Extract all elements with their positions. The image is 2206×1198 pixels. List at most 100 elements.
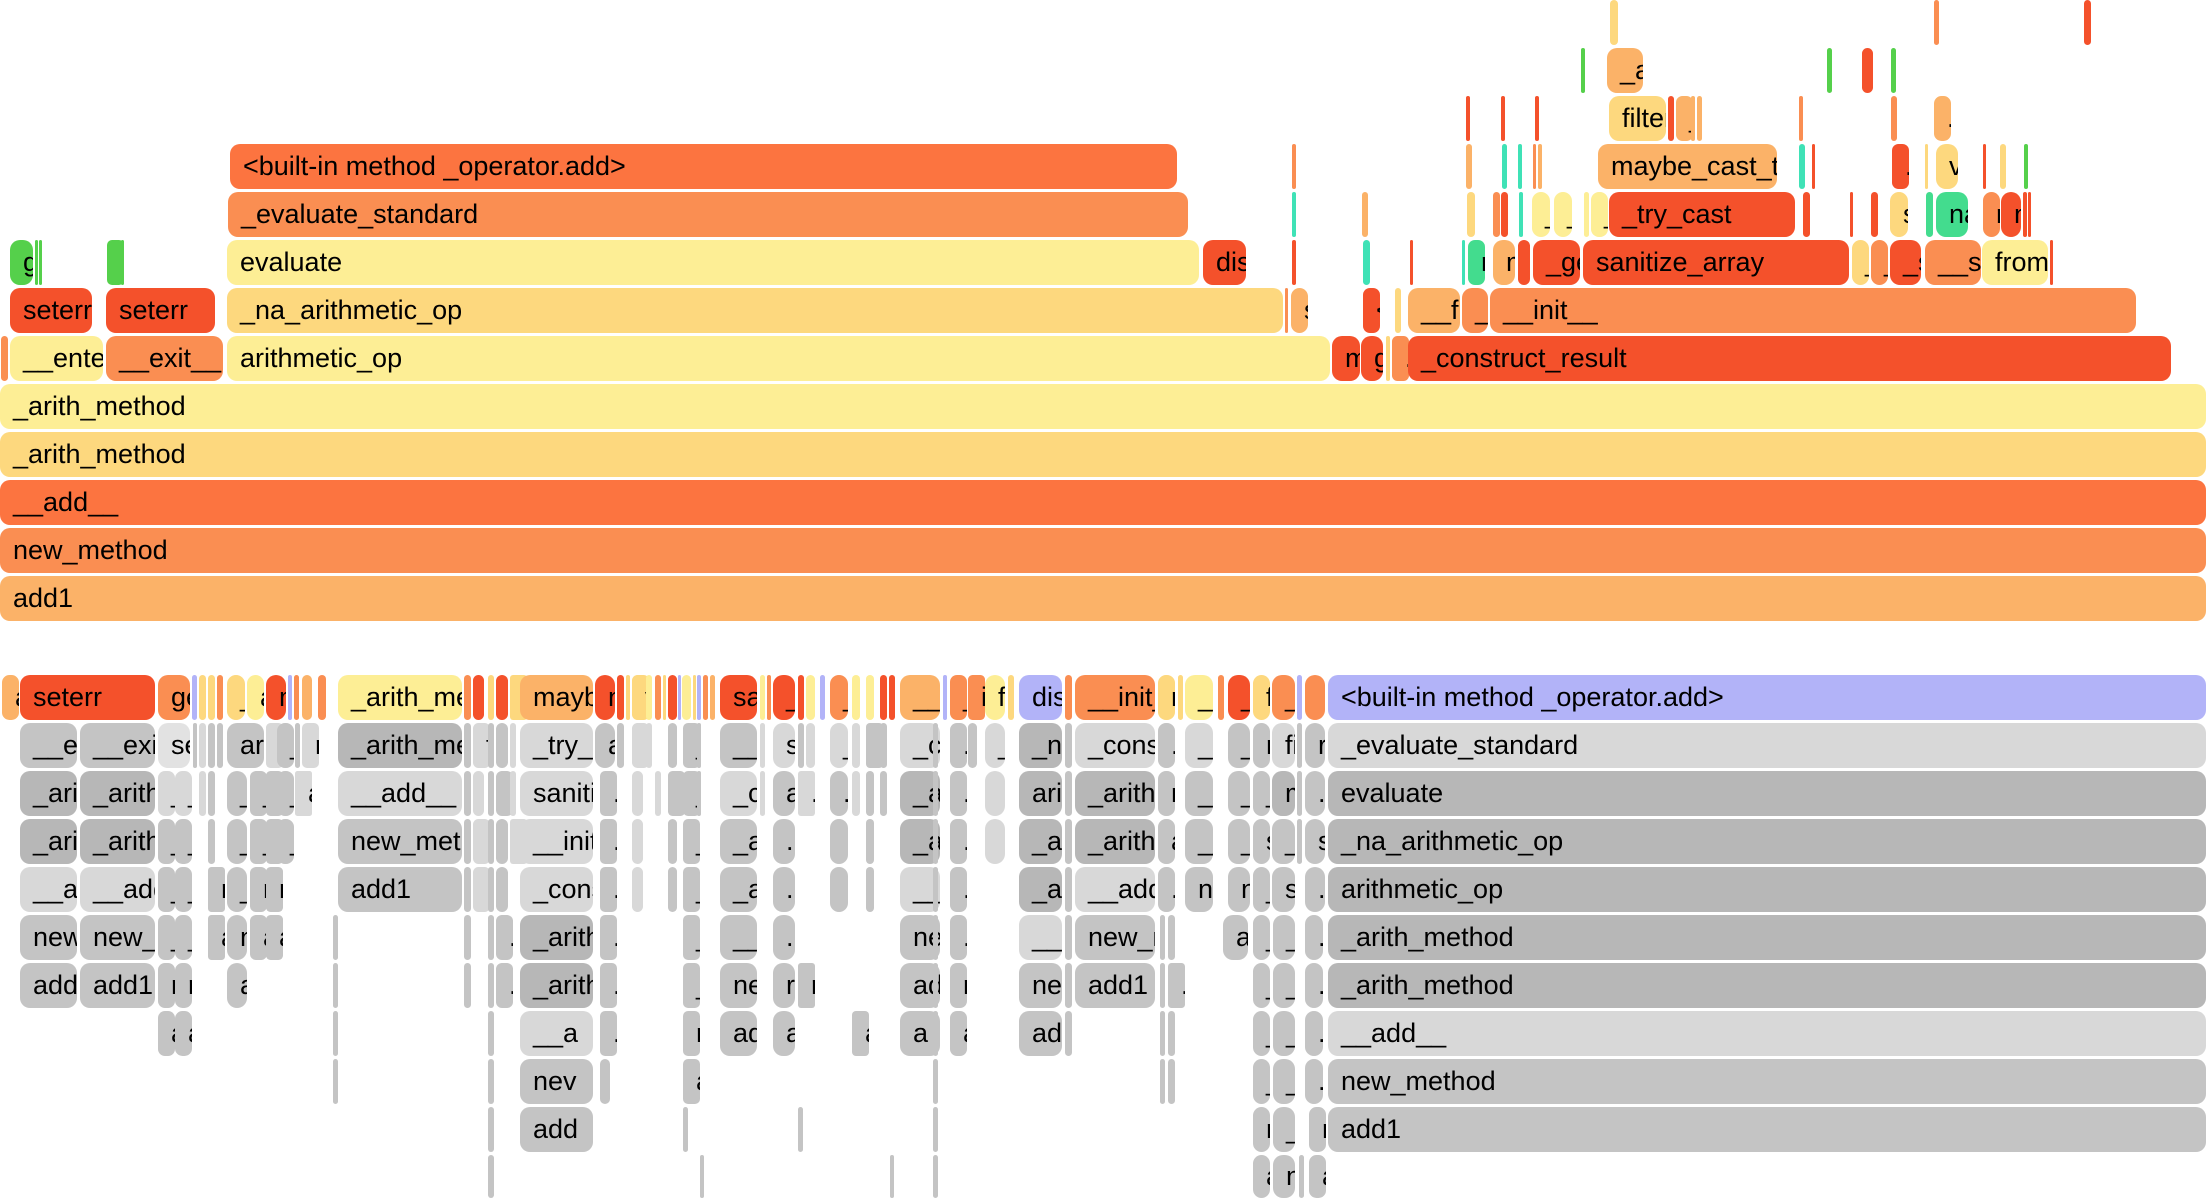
frame-sliver[interactable]: [933, 819, 938, 864]
frame-sliver[interactable]: [1160, 915, 1165, 960]
frame-r[interactable]: r: [1305, 723, 1325, 768]
frame-sliver[interactable]: [697, 723, 701, 768]
frame-.[interactable]: .: [950, 867, 967, 912]
frame-sliver[interactable]: [933, 1011, 938, 1056]
frame-sliver[interactable]: [760, 675, 765, 720]
frame-sliver[interactable]: [1292, 192, 1296, 237]
frame-sliver[interactable]: [1501, 96, 1505, 141]
frame-new_method[interactable]: new_method: [0, 528, 2206, 573]
frame-sliver[interactable]: [1538, 144, 1542, 189]
frame-n[interactable]: n: [250, 867, 267, 912]
frame-_arith_me[interactable]: _arith_me: [338, 675, 462, 720]
frame-sliver[interactable]: [294, 675, 299, 720]
frame-sliver[interactable]: [646, 675, 652, 720]
frame-_[interactable]: _: [1591, 192, 1608, 237]
frame-filter[interactable]: filter: [1609, 96, 1666, 141]
frame-sliver[interactable]: [1160, 1011, 1165, 1056]
frame-_[interactable]: _: [175, 819, 192, 864]
frame-_[interactable]: _: [683, 915, 700, 960]
frame-sliver[interactable]: [488, 1155, 494, 1198]
frame-.[interactable]: .: [600, 771, 617, 816]
frame-sliver[interactable]: [889, 675, 895, 720]
frame-__exit__[interactable]: __exit__: [106, 336, 223, 381]
frame-__[interactable]: __: [227, 867, 247, 912]
frame-<built-inmethod_operator.add>[interactable]: <built-in method _operator.add>: [1328, 675, 2206, 720]
frame-sliver[interactable]: [193, 723, 197, 768]
frame-sliver[interactable]: [655, 771, 661, 816]
frame-sliver[interactable]: [1168, 1059, 1175, 1104]
frame-sliver[interactable]: [760, 771, 765, 816]
frame-sliver[interactable]: [1466, 144, 1472, 189]
frame-_[interactable]: _: [1253, 867, 1270, 912]
frame-_n[interactable]: _n: [227, 675, 245, 720]
frame-sliver[interactable]: [820, 675, 825, 720]
frame-.[interactable]: .: [1168, 963, 1185, 1008]
frame-sliver[interactable]: [488, 771, 494, 816]
frame-sliver[interactable]: [208, 819, 215, 864]
frame-sliver[interactable]: [1299, 1155, 1304, 1198]
frame-__[interactable]: __: [1228, 819, 1250, 864]
frame-a[interactable]: a(: [1223, 915, 1248, 960]
frame-sliver[interactable]: [35, 240, 38, 285]
frame-sliver[interactable]: [121, 240, 124, 285]
frame-.[interactable]: .: [496, 963, 513, 1008]
frame-__er[interactable]: __er: [20, 723, 77, 768]
frame-sliver[interactable]: [626, 675, 630, 720]
frame-sliver[interactable]: [668, 867, 677, 912]
frame-sliver[interactable]: [710, 675, 715, 720]
frame-__enter[interactable]: __enter: [10, 336, 103, 381]
frame-sliver[interactable]: [1493, 192, 1500, 237]
frame-sliver[interactable]: [208, 675, 215, 720]
frame-sliver[interactable]: [2000, 144, 2006, 189]
frame-.[interactable]: .: [496, 915, 513, 960]
frame-__[interactable]: __: [1185, 819, 1213, 864]
frame-sliver[interactable]: [632, 867, 643, 912]
frame-sliver[interactable]: [866, 819, 874, 864]
frame-sliver[interactable]: [1891, 96, 1897, 141]
frame-__a[interactable]: __a: [520, 1011, 593, 1056]
frame-sliver[interactable]: [617, 723, 624, 768]
frame-n[interactable]: n(: [1185, 867, 1213, 912]
frame-a[interactable]: a: [852, 1011, 869, 1056]
frame-.[interactable]: .: [600, 1011, 617, 1056]
frame-m[interactable]: m: [1493, 240, 1515, 285]
frame-_[interactable]: _: [1532, 192, 1550, 237]
frame-_arith_[interactable]: _arith_: [80, 771, 155, 816]
frame-sliver[interactable]: [1891, 48, 1896, 93]
frame-.[interactable]: .: [950, 771, 967, 816]
frame-r[interactable]: r: [158, 963, 175, 1008]
frame-sliver[interactable]: [464, 819, 471, 864]
frame-sliver[interactable]: [806, 723, 815, 768]
frame-_arith_[interactable]: _arith_: [1075, 771, 1155, 816]
frame-sliver[interactable]: [1065, 723, 1072, 768]
frame-sliver[interactable]: [1297, 771, 1302, 816]
frame-sliver[interactable]: [1518, 144, 1522, 189]
frame-_evaluate_standard[interactable]: _evaluate_standard: [228, 192, 1188, 237]
frame-sliver[interactable]: [2084, 0, 2091, 45]
frame-sliver[interactable]: [464, 675, 471, 720]
frame-sliver[interactable]: [1008, 675, 1014, 720]
frame-sliver[interactable]: [318, 675, 326, 720]
frame-sliver[interactable]: [488, 963, 494, 1008]
frame-.[interactable]: .: [1892, 144, 1909, 189]
frame-sliver[interactable]: [464, 963, 471, 1008]
frame-_a[interactable]: _a: [227, 819, 247, 864]
frame-.[interactable]: .: [1305, 1059, 1323, 1104]
frame-_try_c[interactable]: _try_c: [520, 723, 593, 768]
frame-sliver[interactable]: [1160, 963, 1165, 1008]
frame-_s[interactable]: _s: [1890, 240, 1921, 285]
frame-_[interactable]: _: [1273, 1107, 1295, 1152]
frame-evaluate[interactable]: evaluate: [227, 240, 1199, 285]
frame-a[interactable]: a: [2, 675, 19, 720]
frame-arit[interactable]: arit: [1019, 771, 1062, 816]
frame-_[interactable]: _: [1253, 963, 1270, 1008]
frame-r[interactable]: r: [1158, 675, 1175, 720]
frame-_[interactable]: _: [175, 915, 192, 960]
frame-__init[interactable]: __init: [520, 819, 593, 864]
frame-sliver[interactable]: [798, 1107, 803, 1152]
frame-__add[interactable]: __add: [80, 867, 155, 912]
frame-s[interactable]: s: [1305, 819, 1325, 864]
frame-_a[interactable]: _a: [227, 771, 247, 816]
frame-sliver[interactable]: [933, 915, 938, 960]
frame-sliver[interactable]: [933, 1059, 938, 1104]
